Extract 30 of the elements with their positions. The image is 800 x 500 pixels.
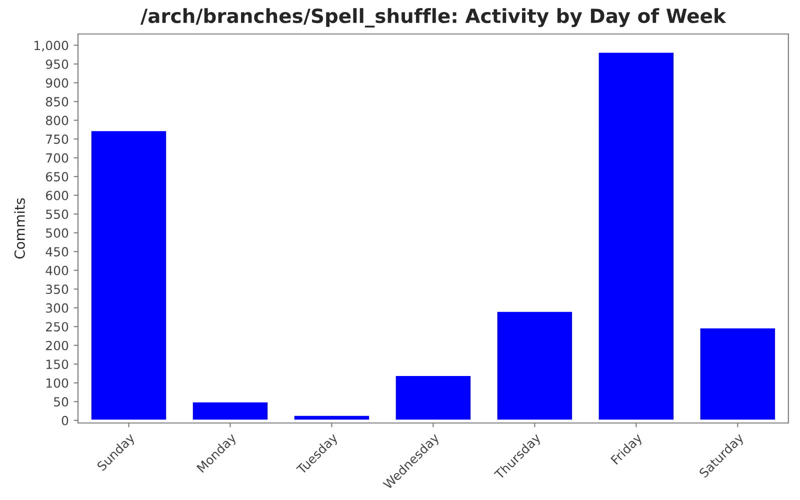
y-tick-label: 0 [62,416,68,426]
y-tick-label: 600 [46,190,68,200]
y-tick-label: 50 [54,397,68,407]
y-tick-label: 800 [46,116,68,126]
bar [191,400,269,422]
bar [698,327,776,422]
y-tick-label: 500 [46,228,68,238]
y-tick-label: 950 [46,59,68,69]
y-axis-title: Commits [14,198,25,259]
bar [292,414,370,422]
y-tick-label: 100 [46,378,68,388]
bar [394,374,472,422]
chart-title: /arch/branches/Spell_shuffle: Activity by Day of Week [140,8,726,28]
bar [496,310,574,422]
y-tick-label: 150 [46,360,68,370]
y-tick-label: 300 [46,303,68,313]
y-tick-label: 700 [46,153,68,163]
y-tick-label: 450 [46,247,68,256]
y-tick-label: 1,000 [34,40,68,52]
y-tick-label: 650 [46,172,68,182]
y-tick-label: 350 [46,284,68,294]
y-tick-label: 750 [46,134,68,144]
y-tick-label: 200 [46,340,68,350]
y-tick-label: 550 [46,210,68,219]
bar [597,51,675,422]
y-tick-label: 850 [46,96,68,106]
bar [90,130,168,422]
y-tick-label: 250 [46,322,68,332]
y-tick-label: 400 [46,266,68,276]
y-tick-label: 900 [46,78,68,88]
